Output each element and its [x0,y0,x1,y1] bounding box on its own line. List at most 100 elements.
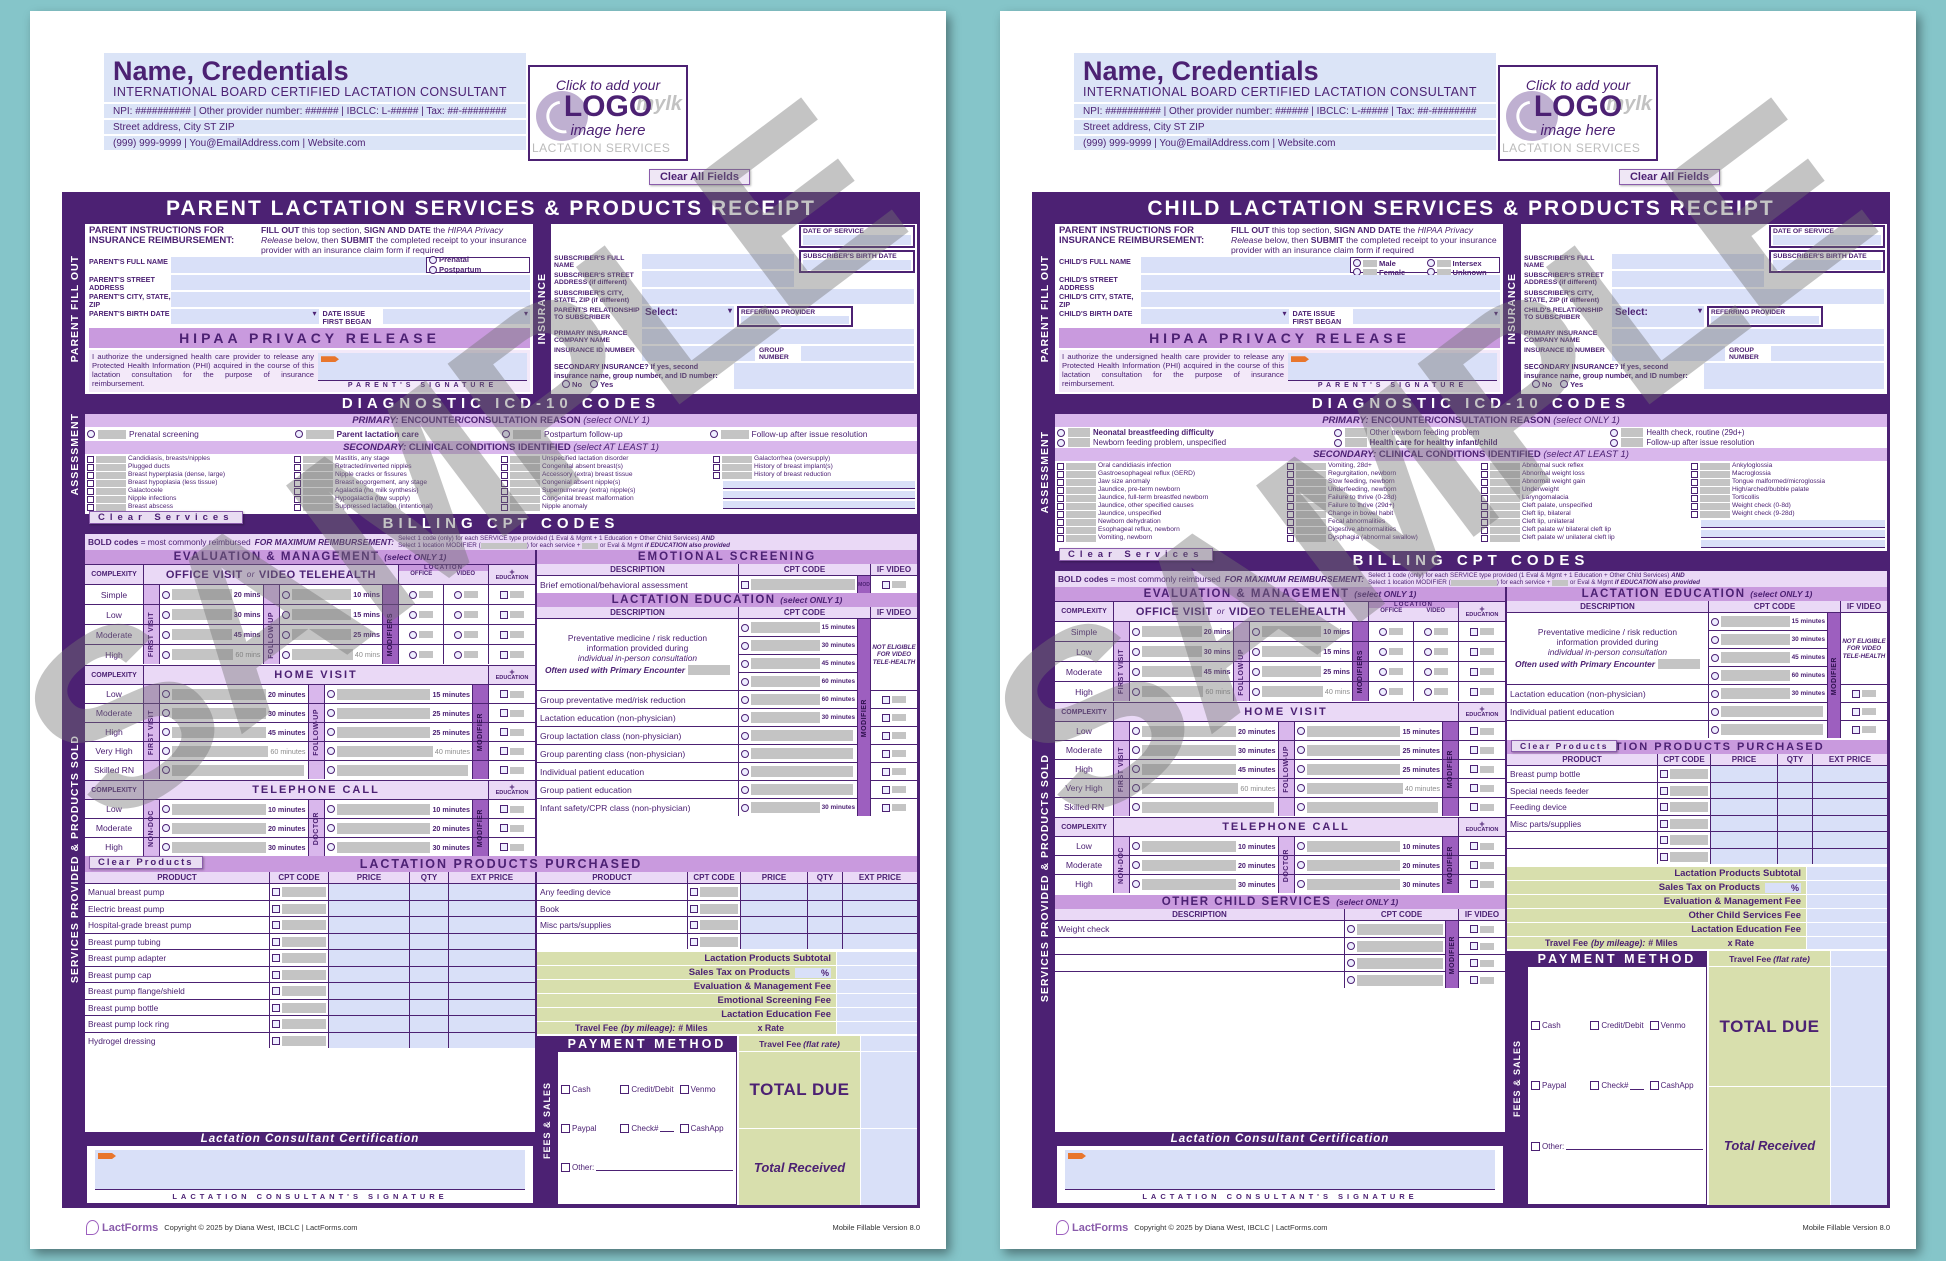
preventative-cpt-cell[interactable]: 45 minutes [739,655,857,673]
radio-icon[interactable] [741,641,749,650]
le-if-video-cell[interactable] [871,799,917,817]
radio-icon[interactable] [1132,842,1140,851]
service-if-video-cell[interactable] [1459,972,1505,989]
checkbox-icon[interactable] [272,1003,280,1012]
radio-icon[interactable] [1424,627,1432,636]
checkbox-icon[interactable] [500,824,508,833]
education-cell[interactable] [1459,856,1505,875]
subscriber-city-input[interactable] [642,288,914,304]
radio-icon[interactable] [162,766,170,775]
radio-icon[interactable] [1711,617,1719,626]
relationship-select[interactable]: Select: [1612,305,1704,327]
radio-icon[interactable] [1132,861,1140,870]
ext-price-input[interactable] [843,933,917,950]
follow-up-cell[interactable]: 15 minutes [1294,722,1442,741]
checkbox-icon[interactable] [561,1162,570,1172]
education-cell[interactable] [1459,760,1505,779]
radio-icon[interactable] [162,650,170,659]
radio-icon[interactable] [1711,635,1719,644]
payment-credit[interactable]: Credit/Debit [1590,1020,1644,1030]
le-if-video-cell[interactable] [871,727,917,745]
radio-icon[interactable] [741,713,749,722]
checkbox-icon[interactable] [294,488,301,495]
education-cell[interactable] [489,645,535,665]
condition-row[interactable]: Retracted/inverted nipples [294,463,499,471]
education-cell[interactable] [1459,837,1505,856]
checkbox-icon[interactable] [1057,535,1064,542]
condition-row[interactable]: Laryngomalacia [1481,494,1689,502]
radio-icon[interactable] [562,380,570,389]
education-cell[interactable] [489,605,535,625]
non-doc-cell[interactable]: 20 minutes [160,819,308,838]
follow-up-cell[interactable]: 25 minutes [1294,741,1442,760]
checkbox-icon[interactable] [1691,511,1698,518]
radio-icon[interactable] [1424,687,1432,696]
le-cpt-cell[interactable] [1709,703,1827,721]
product-cpt-cell[interactable] [270,900,328,917]
street-input[interactable] [1141,275,1500,291]
condition-row[interactable]: Agalactia (no milk synthesis) [294,487,499,495]
price-input[interactable] [329,933,409,950]
radio-icon[interactable] [1132,647,1140,656]
name-input[interactable] [171,256,426,274]
checkbox-icon[interactable] [272,1020,280,1029]
checkbox-icon[interactable] [272,888,280,897]
checkbox-icon[interactable] [294,480,301,487]
radio-icon[interactable] [454,610,462,619]
radio-icon[interactable] [409,630,417,639]
condition-row[interactable]: Gastroesophageal reflux (GERD) [1057,470,1285,478]
education-cell[interactable] [489,685,535,704]
le-if-video-cell[interactable] [1841,685,1887,703]
checkbox-icon[interactable] [1470,765,1478,774]
checkbox-icon[interactable] [1660,852,1668,861]
checkbox-icon[interactable] [1287,519,1294,526]
visit-type-option[interactable]: Prenatal [429,255,527,264]
condition-row[interactable]: High/arched/bubble palate [1691,486,1885,494]
condition-row[interactable]: Underweight [1481,486,1689,494]
checkbox-icon[interactable] [1590,1020,1600,1030]
parent-signature-field[interactable] [1288,353,1497,381]
price-input[interactable] [329,884,409,900]
condition-row[interactable]: Newborn dehydration [1057,518,1285,526]
checkbox-icon[interactable] [1691,471,1698,478]
checkbox-icon[interactable] [294,504,301,511]
first-visit-cell[interactable]: 20 minutes [160,685,308,704]
follow-up-cell[interactable]: 15 mins [279,605,382,625]
le-if-video-cell[interactable] [871,691,917,709]
radio-icon[interactable] [1379,687,1387,696]
provider-npi-line[interactable]: NPI: ########## | Other provider number:… [1074,104,1496,119]
total-due-input[interactable] [861,1052,917,1129]
radio-icon[interactable] [409,610,417,619]
condition-row[interactable]: Fecal abnormalities [1287,518,1479,526]
condition-row[interactable]: Cleft palate w/ unilateral cleft lip [1481,534,1689,542]
radio-icon[interactable] [281,630,290,639]
education-cell[interactable] [489,704,535,723]
ext-price-input[interactable] [449,1032,535,1049]
education-cell[interactable] [489,625,535,645]
check-number-input[interactable] [1630,1082,1644,1090]
ext-price-input[interactable] [449,917,535,933]
provider-address-line[interactable]: Street address, City ST ZIP [1074,120,1496,135]
condition-row[interactable]: Vomiting, newborn [1057,534,1285,542]
condition-writein-line[interactable] [723,481,915,489]
checkbox-icon[interactable] [1470,727,1478,736]
checkbox-icon[interactable] [882,767,890,776]
checkbox-icon[interactable] [1660,770,1668,779]
checkbox-icon[interactable] [882,803,890,812]
checkbox-icon[interactable] [1852,707,1860,716]
ext-price-input[interactable] [449,933,535,950]
first-visit-cell[interactable]: 60 minutes [160,742,308,761]
condition-row[interactable]: Galactorrhea (oversupply) [713,455,915,463]
checkbox-icon[interactable] [1287,471,1294,478]
follow-up-cell[interactable]: 25 minutes [1294,760,1442,779]
radio-icon[interactable] [1347,925,1355,934]
condition-row[interactable]: Breast abscess [87,503,292,511]
condition-row[interactable]: Nipple cracks or fissures [294,471,499,479]
parent-signature-field[interactable] [318,353,527,381]
first-visit-cell[interactable]: 60 mins [160,645,263,665]
checkbox-icon[interactable] [1470,842,1478,851]
checkbox-icon[interactable] [1287,487,1294,494]
checkbox-icon[interactable] [87,456,94,463]
checkbox-icon[interactable] [1481,503,1488,510]
condition-row[interactable]: Cleft palate w/ bilateral cleft lip [1481,526,1689,534]
